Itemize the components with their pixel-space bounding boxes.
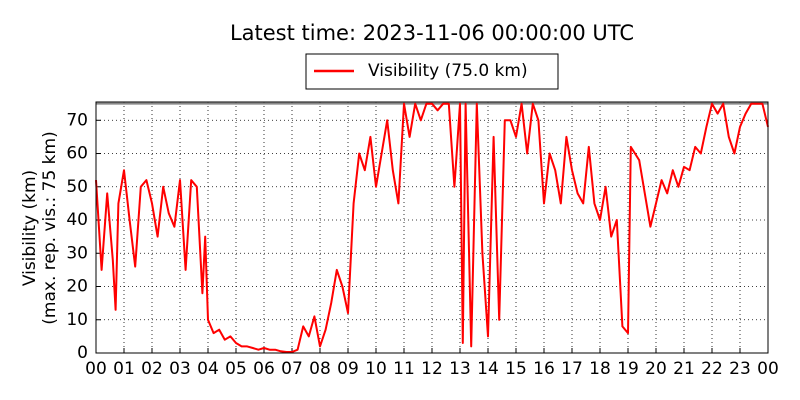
y-axis-label: (max. rep. vis.: 75 km) [40, 131, 60, 324]
y-axis-label: Visibility (km) [20, 170, 40, 286]
y-tick-label: 10 [66, 310, 88, 330]
legend-label: Visibility (75.0 km) [368, 61, 528, 81]
y-tick-label: 60 [66, 144, 88, 164]
x-tick-label: 09 [337, 359, 359, 379]
y-tick-label: 20 [66, 277, 88, 297]
x-tick-label: 16 [533, 359, 555, 379]
x-tick-label: 20 [645, 359, 667, 379]
x-tick-label: 00 [85, 359, 107, 379]
x-tick-label: 18 [589, 359, 611, 379]
x-tick-label: 00 [757, 359, 779, 379]
x-tick-label: 15 [505, 359, 527, 379]
y-tick-label: 30 [66, 243, 88, 263]
y-tick-label: 40 [66, 210, 88, 230]
x-tick-label: 19 [617, 359, 639, 379]
x-tick-label: 12 [421, 359, 443, 379]
y-tick-label: 70 [66, 110, 88, 130]
x-tick-label: 03 [169, 359, 191, 379]
x-tick-label: 06 [253, 359, 275, 379]
x-tick-label: 10 [365, 359, 387, 379]
x-tick-label: 14 [477, 359, 499, 379]
x-tick-label: 04 [197, 359, 219, 379]
x-tick-label: 11 [393, 359, 415, 379]
x-tick-label: 08 [309, 359, 331, 379]
y-tick-label: 50 [66, 177, 88, 197]
x-tick-label: 07 [281, 359, 303, 379]
x-tick-label: 02 [141, 359, 163, 379]
x-tick-label: 22 [701, 359, 723, 379]
x-tick-label: 13 [449, 359, 471, 379]
data-line [95, 102, 769, 353]
chart-title: Latest time: 2023-11-06 00:00:00 UTC [230, 21, 634, 45]
x-tick-label: 01 [113, 359, 135, 379]
x-tick-label: 23 [729, 359, 751, 379]
x-tick-label: 21 [673, 359, 695, 379]
y-tick-label: 0 [77, 343, 88, 363]
x-tick-label: 17 [561, 359, 583, 379]
plot-frame [95, 101, 769, 354]
x-tick-label: 05 [225, 359, 247, 379]
